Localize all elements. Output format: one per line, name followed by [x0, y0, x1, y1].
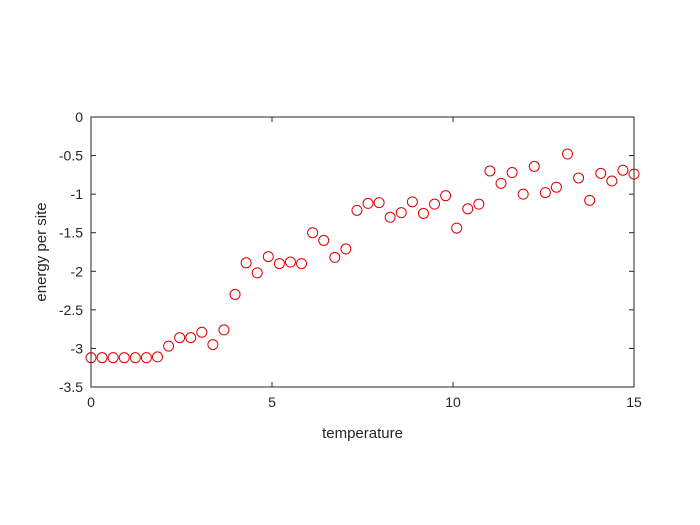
x-tick-label: 5	[268, 394, 276, 410]
data-point	[462, 203, 474, 215]
data-point	[528, 160, 540, 172]
y-tick-label: -1	[71, 186, 84, 202]
data-point	[606, 175, 618, 187]
data-point	[273, 258, 285, 270]
data-point	[340, 243, 352, 255]
data-point	[107, 352, 119, 364]
data-point	[573, 172, 585, 184]
data-markers	[85, 148, 640, 364]
data-point	[96, 352, 108, 364]
data-point	[562, 148, 574, 160]
data-point	[251, 267, 263, 279]
data-point	[484, 165, 496, 177]
axes-box	[90, 116, 635, 388]
y-axis-ticks: 0 -0.5 -1 -1.5 -2 -2.5 -3 -3.5	[59, 109, 634, 395]
y-axis-label: energy per site	[33, 202, 50, 301]
x-axis-ticks: 0 5 10 15	[87, 117, 642, 410]
y-tick-label: -3	[71, 340, 84, 356]
data-point	[395, 207, 407, 219]
data-point	[284, 256, 296, 268]
data-point	[417, 207, 429, 219]
data-point	[185, 332, 197, 344]
data-point	[584, 194, 596, 206]
data-point	[329, 251, 341, 263]
data-point	[351, 204, 363, 216]
data-point	[373, 197, 385, 209]
y-tick-label: -2	[71, 263, 84, 279]
data-point	[296, 258, 308, 270]
y-tick-label: 0	[75, 109, 83, 125]
data-point	[196, 326, 208, 338]
data-point	[517, 188, 529, 200]
data-point	[218, 324, 230, 336]
data-point	[140, 352, 152, 364]
data-point	[617, 164, 629, 176]
data-point	[229, 288, 241, 300]
data-point	[506, 167, 518, 179]
x-tick-label: 10	[445, 394, 461, 410]
data-point	[539, 187, 551, 199]
data-point	[163, 340, 175, 352]
data-point	[307, 227, 319, 239]
data-point	[240, 257, 252, 269]
data-point	[118, 352, 130, 364]
data-point	[440, 190, 452, 202]
x-tick-label: 15	[626, 394, 642, 410]
y-tick-label: -3.5	[59, 379, 83, 395]
data-point	[384, 211, 396, 223]
data-point	[406, 196, 418, 208]
data-point	[495, 177, 507, 189]
data-point	[151, 351, 163, 363]
data-point	[451, 222, 463, 234]
y-tick-label: -0.5	[59, 148, 83, 164]
data-point	[318, 234, 330, 246]
data-point	[362, 197, 374, 209]
data-point	[207, 339, 219, 351]
y-tick-label: -2.5	[59, 302, 83, 318]
y-tick-label: -1.5	[59, 225, 83, 241]
data-point	[262, 251, 274, 263]
data-point	[429, 198, 441, 210]
data-point	[473, 198, 485, 210]
x-axis-label: temperature	[322, 425, 403, 442]
data-point	[174, 332, 186, 344]
data-point	[129, 352, 141, 364]
plot-area	[91, 117, 634, 387]
data-point	[550, 181, 562, 193]
data-point	[595, 167, 607, 179]
x-tick-label: 0	[87, 394, 95, 410]
